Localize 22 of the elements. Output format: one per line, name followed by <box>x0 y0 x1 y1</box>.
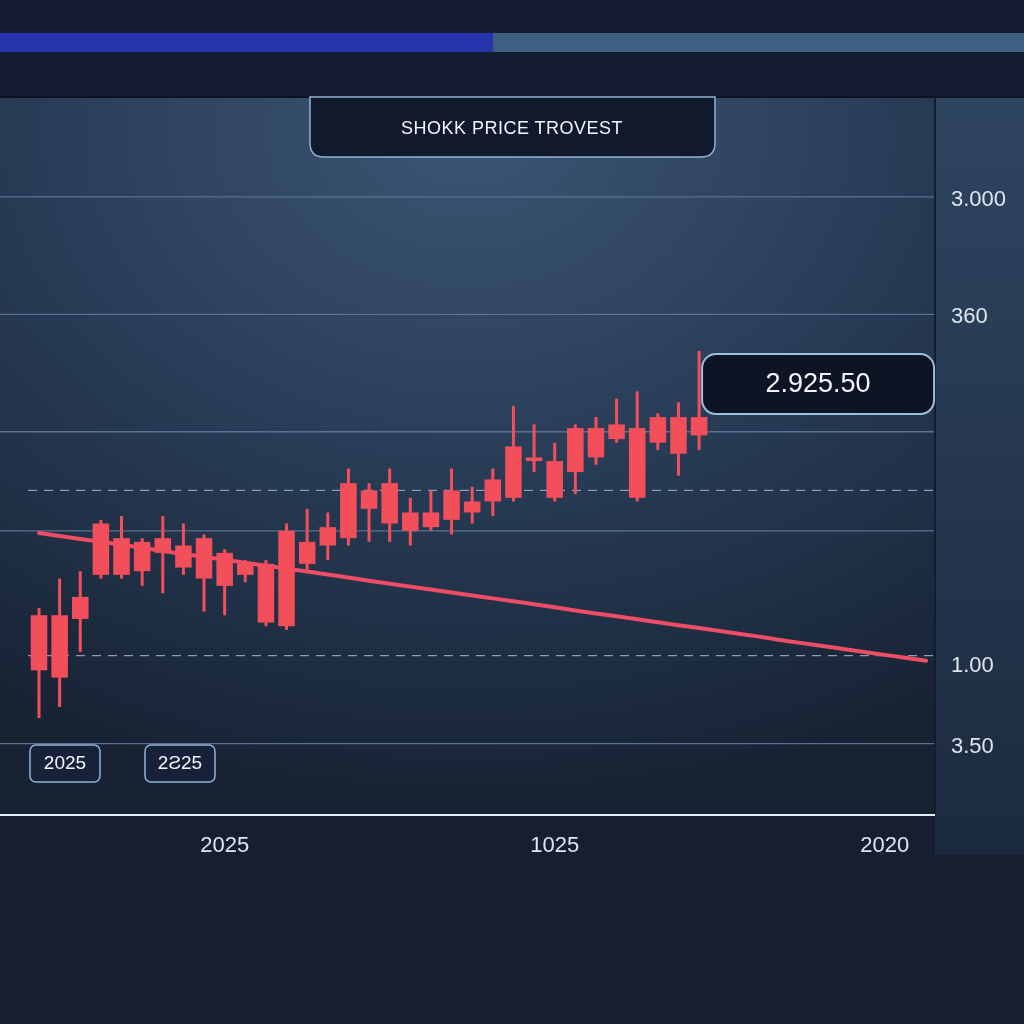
candlestick <box>608 398 625 443</box>
candlestick <box>237 560 254 584</box>
text: 360 <box>951 303 988 329</box>
text: 2025 <box>43 752 87 774</box>
candlestick <box>360 483 378 542</box>
annotation: 2.925.50 <box>765 368 871 399</box>
x-tick-label: 1025 <box>530 831 580 857</box>
x-tick-label: 2025 <box>200 831 250 857</box>
x-tick-label: 2020 <box>860 831 910 857</box>
candlestick <box>402 496 419 546</box>
text: 1.00 <box>951 651 994 677</box>
chart-title: SHOKK PRICE TROVEST <box>400 117 624 138</box>
candlestick <box>484 468 502 518</box>
text: 3.000 <box>951 185 1007 211</box>
candlestick <box>463 485 481 524</box>
text: 3.50 <box>951 732 994 758</box>
candlestick <box>72 571 89 652</box>
candlestick <box>319 512 337 562</box>
text: 2Ƨ25 <box>157 752 203 774</box>
candlestick <box>690 351 708 452</box>
candlestick <box>525 424 543 474</box>
candlestick <box>422 490 440 531</box>
